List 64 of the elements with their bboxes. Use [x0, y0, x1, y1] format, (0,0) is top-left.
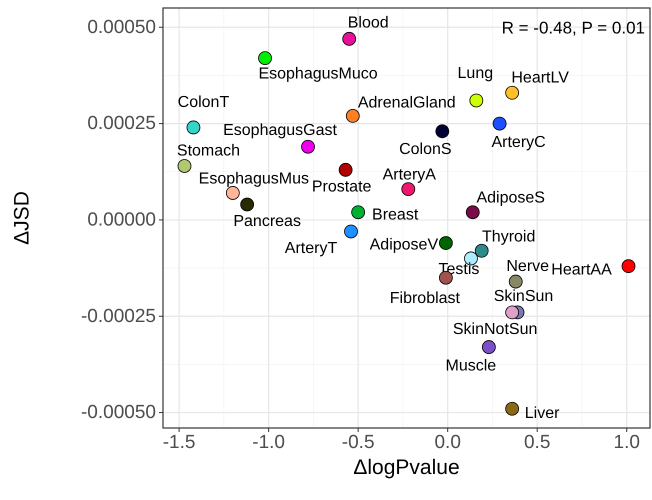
point [622, 259, 636, 274]
point [474, 244, 489, 258]
point [505, 86, 520, 100]
series-label: Breast [372, 206, 419, 224]
point [508, 274, 523, 288]
point [344, 224, 358, 238]
x-tick-label: -1.5 [162, 432, 196, 453]
point [401, 182, 416, 196]
point [351, 205, 366, 220]
series-label: EsophagusGast [223, 122, 338, 140]
point [178, 159, 192, 173]
x-tick-label: 0.0 [434, 432, 461, 453]
series-label: Prostate [312, 178, 372, 196]
point [505, 402, 520, 416]
point [240, 198, 254, 212]
series-label: Nerve [506, 258, 550, 276]
y-axis-title: ΔJSD [10, 191, 34, 245]
series-label: Blood [348, 14, 389, 32]
y-tick-label: -0.00025 [80, 306, 156, 327]
x-tick-label: -1.0 [252, 432, 286, 453]
series-label: Fibroblast [390, 290, 461, 308]
y-tick-label: 0.00050 [87, 16, 156, 38]
point [438, 236, 453, 250]
y-tick-label: -0.00050 [80, 402, 156, 424]
series-label: ArteryC [491, 134, 546, 152]
series-label: Stomach [176, 142, 240, 160]
annotation: R = -0.48, P = 0.01 [502, 18, 645, 38]
series-label: Thyroid [482, 228, 536, 246]
point [482, 340, 496, 354]
series-label: ColonT [178, 94, 230, 111]
point [186, 120, 200, 134]
point [435, 124, 450, 138]
series-label: AdiposeV [370, 236, 438, 254]
point [258, 51, 272, 65]
y-tick-label: 0.00025 [87, 113, 156, 134]
series-label: Liver [524, 405, 560, 422]
series-label: SkinNotSun [452, 320, 538, 338]
series-label: AdrenalGland [358, 94, 456, 112]
series-label: SkinSun [494, 288, 554, 305]
x-tick-label: 0.5 [524, 432, 550, 453]
x-tick-label: 1.0 [614, 432, 640, 453]
series-label: HeartLV [511, 69, 570, 86]
series-label: Lung [458, 64, 494, 82]
series-label: ArteryA [382, 166, 436, 184]
series-label: Pancreas [233, 213, 301, 230]
point [342, 32, 356, 46]
series-label: HeartAA [551, 262, 612, 279]
point [492, 116, 507, 130]
series-label: ArteryT [284, 240, 338, 257]
x-tick-label: -0.5 [342, 432, 375, 453]
series-label: AdiposeS [476, 190, 545, 207]
point [469, 94, 484, 108]
series-label: EsophagusMuco [258, 66, 378, 83]
series-label: ColonS [399, 140, 452, 158]
point [505, 306, 520, 320]
point [226, 186, 240, 200]
point [301, 140, 315, 154]
x-axis-title: ΔlogPvalue [353, 456, 460, 479]
point [338, 162, 353, 177]
point [466, 205, 480, 220]
series-label: EsophagusMus [198, 170, 309, 188]
series-label: Muscle [446, 358, 496, 375]
point [346, 108, 360, 123]
y-tick-label: 0.00000 [87, 209, 156, 230]
